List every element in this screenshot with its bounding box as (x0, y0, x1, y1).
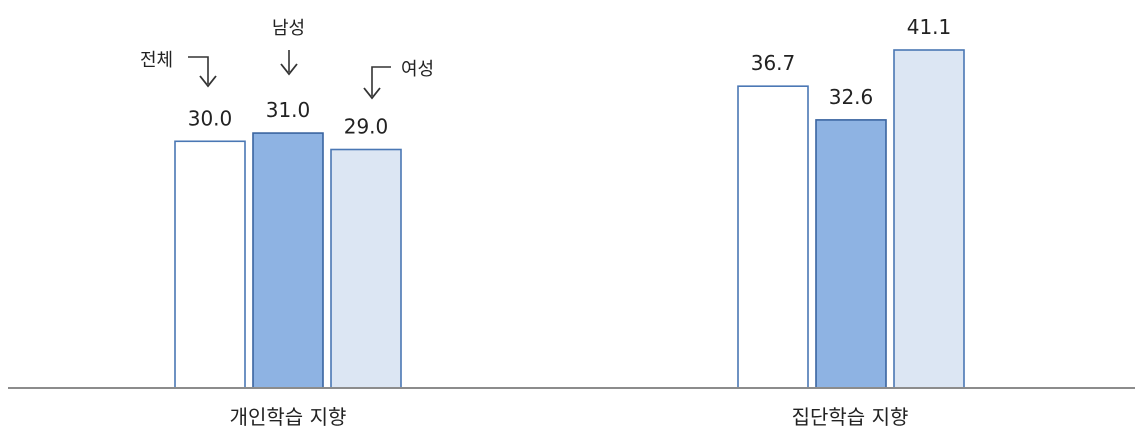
bar-1-1 (815, 119, 887, 389)
arrow-head-icon (199, 75, 217, 88)
value-label-0-2: 29.0 (344, 115, 389, 139)
value-label-0-1: 31.0 (266, 98, 311, 122)
value-label-1-0: 36.7 (751, 51, 796, 75)
arrow-icon (188, 56, 209, 84)
bar-1-0 (737, 85, 809, 389)
value-label-0-0: 30.0 (188, 106, 233, 130)
arrow-icon (371, 66, 391, 96)
legend-annotation-male: 남성 (272, 18, 305, 76)
legend-label-total: 전체 (140, 50, 173, 71)
category-label-1: 집단학습 지향 (792, 405, 909, 429)
bar-1-2 (893, 49, 965, 389)
legend-label-male: 남성 (272, 18, 305, 39)
arrow-head-icon (363, 87, 381, 100)
bar-0-2 (330, 148, 402, 389)
bars-layer (174, 49, 965, 389)
arrow-head-icon (280, 63, 298, 76)
category-label-0: 개인학습 지향 (230, 405, 347, 429)
value-label-1-1: 32.6 (829, 85, 874, 109)
value-labels-layer: 30.0 31.0 29.0 36.7 32.6 41.1 (188, 15, 952, 139)
bar-0-1 (252, 132, 324, 389)
legend-annotation-total: 전체 (140, 50, 217, 88)
bar-0-0 (174, 140, 246, 389)
legend-label-female: 여성 (401, 59, 434, 80)
legend-annotation-female: 여성 (363, 59, 434, 100)
value-label-1-2: 41.1 (907, 15, 952, 39)
